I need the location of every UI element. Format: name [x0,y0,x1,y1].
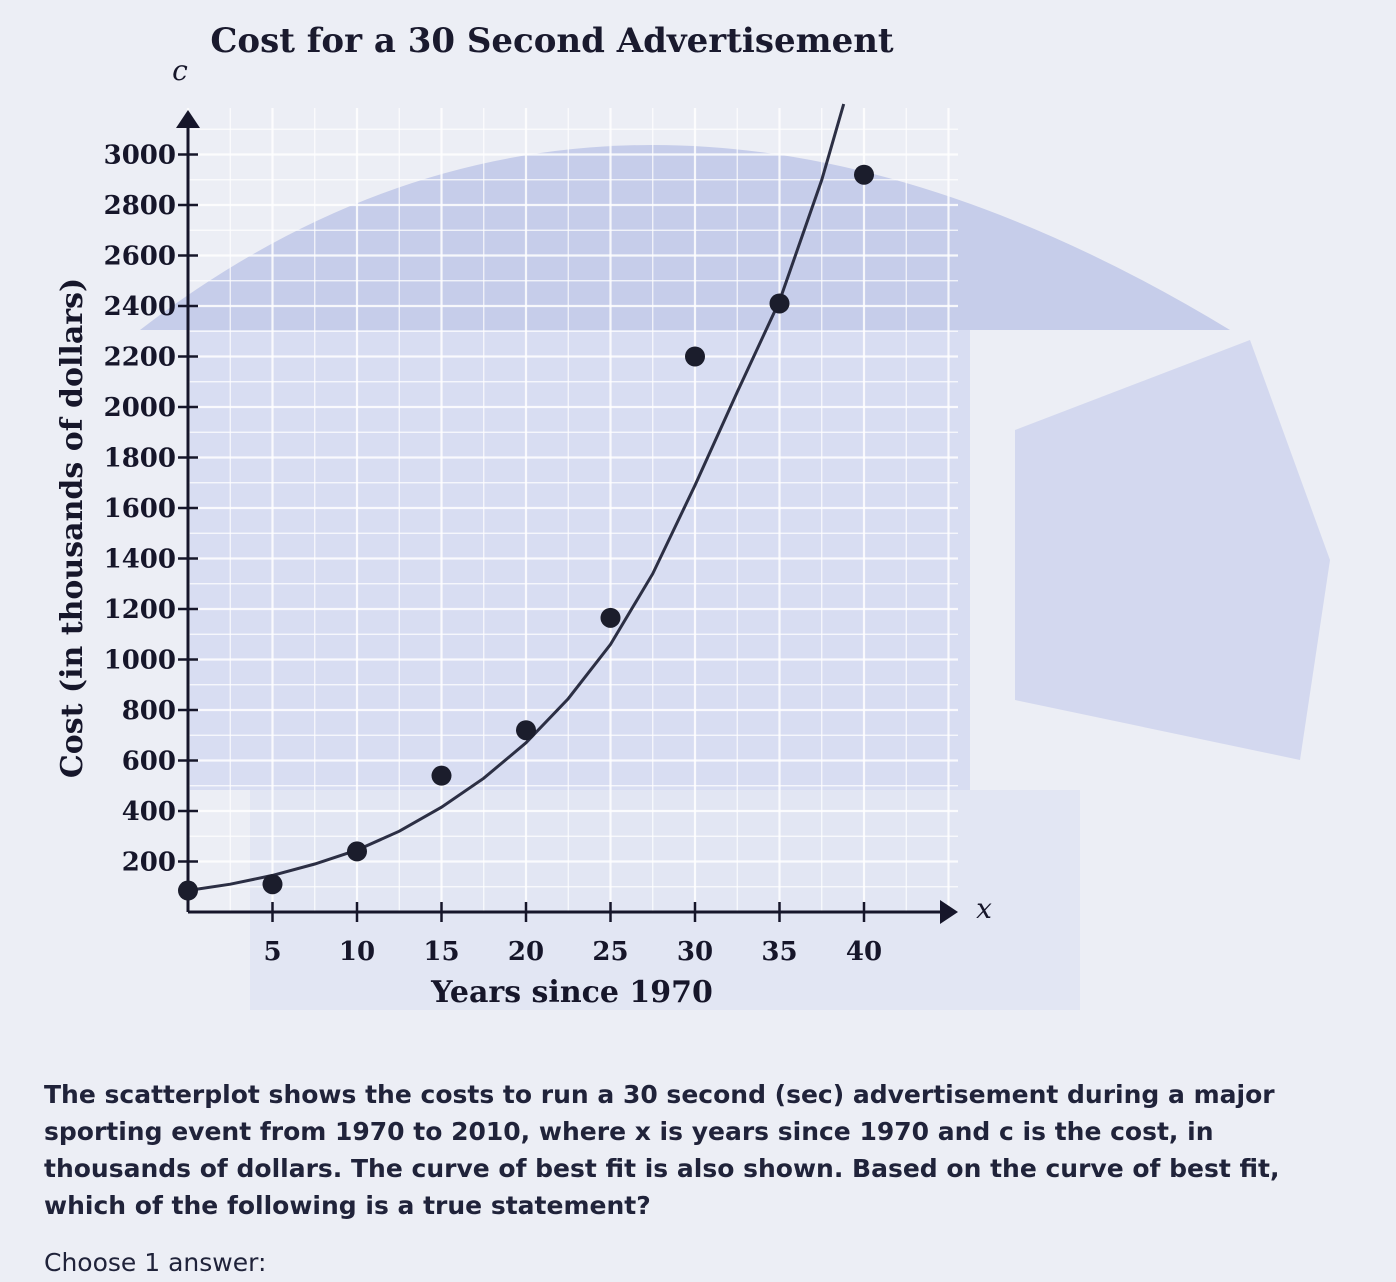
y-tick-label: 2800 [104,191,176,221]
scatterplot-chart: Cost for a 30 Second Advertisement c x 2… [55,21,992,1010]
y-tick-label: 1200 [104,595,176,625]
x-tick-label: 35 [761,937,797,967]
x-tick-label: 30 [677,937,713,967]
x-tick-label: 10 [339,937,375,967]
data-point [769,293,790,314]
data-point [178,880,198,901]
chart-title: Cost for a 30 Second Advertisement [210,21,894,61]
y-tick-label: 1000 [104,646,176,676]
y-tick-label: 2600 [104,242,176,272]
y-tick-label: 600 [122,747,176,777]
y-tick-label: 800 [122,696,176,726]
x-tick-label: 40 [846,937,882,967]
data-point [600,607,621,628]
y-tick-label: 2200 [104,343,176,373]
x-axis-label: Years since 1970 [430,975,713,1010]
y-tick-label: 2400 [104,292,176,322]
data-points [178,164,874,901]
x-tick-label: 20 [508,937,544,967]
x-axis-arrow [940,900,958,924]
y-tick-label: 400 [122,797,176,827]
data-point [854,164,874,185]
curve-of-best-fit [187,103,846,892]
y-tick-label: 200 [122,848,176,878]
y-tick-label: 1600 [104,494,176,524]
y-ticks: 200 400 600 800 1000 1200 1400 1600 1800 2000 2200… [104,141,198,878]
data-point [685,346,705,367]
y-tick-label: 1400 [104,545,176,575]
y-tick-label: 3000 [104,141,176,171]
y-tick-label: 2000 [104,393,176,423]
x-axis-variable: x [976,892,992,925]
x-tick-label: 25 [592,937,628,967]
question-text: The scatterplot shows the costs to run a… [44,1080,1280,1220]
data-point [516,720,536,741]
axes [176,110,958,924]
data-point [262,874,283,895]
x-tick-label: 15 [423,937,459,967]
y-axis-arrow [176,110,200,128]
x-ticks: 5 10 15 20 25 30 35 40 [263,902,882,967]
x-tick-label: 5 [263,937,281,967]
data-point [431,765,452,786]
choose-answer-prompt: Choose 1 answer: [44,1248,267,1277]
y-tick-label: 1800 [104,444,176,474]
y-axis-variable: c [172,54,188,87]
data-point [347,841,367,862]
y-axis-label: Cost (in thousands of dollars) [55,278,90,778]
gridlines [186,108,958,912]
